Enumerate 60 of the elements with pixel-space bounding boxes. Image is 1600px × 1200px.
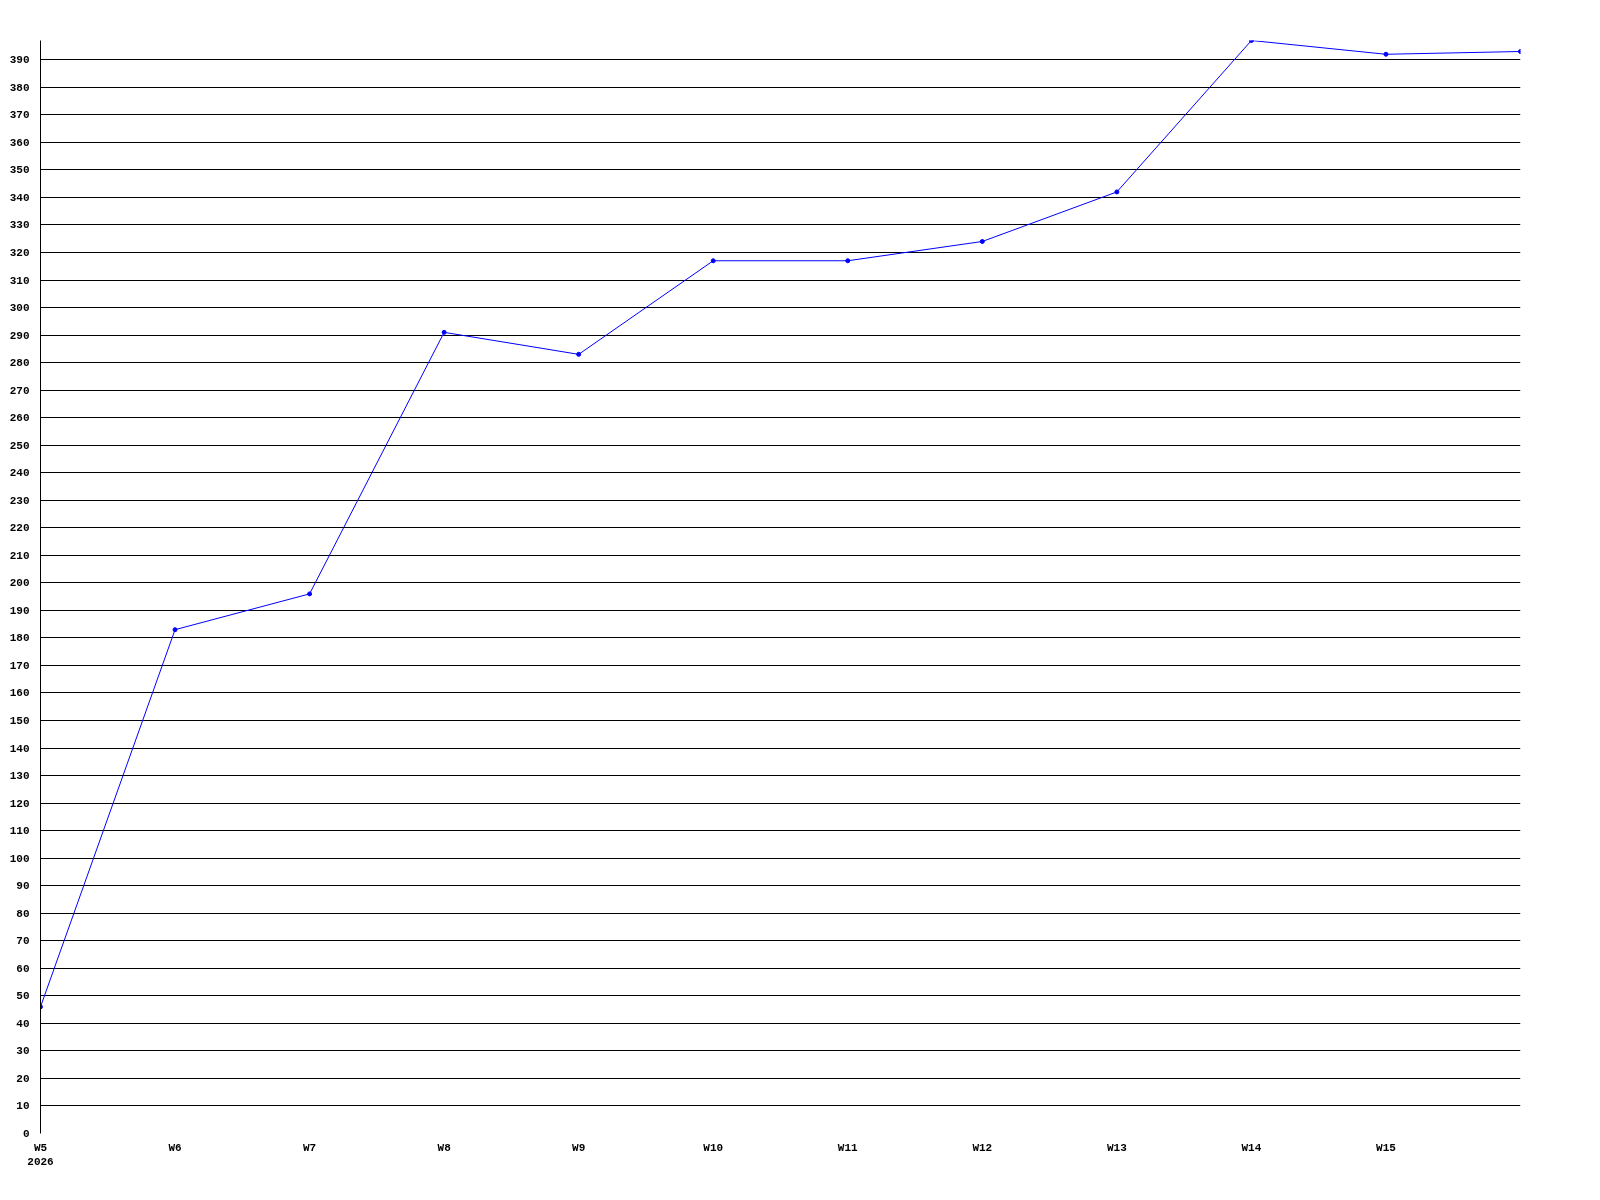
point (307, 591, 313, 597)
x-tick-label: W5 2026 (27, 1141, 54, 1168)
point (1114, 189, 1120, 195)
point (441, 329, 447, 335)
y-tick-label: 350 (9, 164, 30, 177)
point (576, 351, 582, 357)
y-tick-label: 80 (16, 907, 30, 920)
x-tick-label: W10 (703, 1141, 724, 1154)
y-tick-label: 380 (9, 81, 30, 94)
y-tick-label: 130 (9, 770, 30, 783)
y-tick-label: 170 (9, 659, 30, 672)
y-tick-label: 340 (9, 191, 30, 204)
y-tick-label: 320 (9, 246, 30, 259)
y-tick-label: 70 (16, 935, 30, 948)
y-tick-label: 300 (9, 302, 30, 315)
x-tick-label: W14 (1241, 1141, 1262, 1154)
x-tick-label: W9 (572, 1141, 586, 1154)
y-tick-label: 250 (9, 439, 30, 452)
y-tick-label: 190 (9, 604, 30, 617)
y-tick-label: 120 (9, 797, 30, 810)
y-tick-label: 50 (16, 990, 30, 1003)
y-tick-label: 370 (9, 109, 30, 122)
y-tick-label: 230 (9, 494, 30, 507)
x-tick-label: W6 (168, 1141, 182, 1154)
y-tick-label: 30 (16, 1045, 30, 1058)
y-tick-label: 20 (16, 1072, 30, 1085)
y-tick-label: 100 (9, 852, 30, 865)
x-tick-label: W13 (1106, 1141, 1128, 1154)
point (172, 627, 178, 633)
y-tick-label: 310 (9, 274, 30, 287)
y-tick-label: 390 (9, 54, 30, 67)
y-tick-label: 330 (9, 219, 30, 232)
y-tick-label: 160 (9, 687, 30, 700)
y-tick-label: 220 (9, 522, 30, 535)
y-tick-label: 110 (9, 825, 30, 838)
y-tick-label: 90 (16, 880, 30, 893)
x-tick-label: W8 (437, 1141, 452, 1154)
y-tick-label: 260 (9, 412, 30, 425)
y-tick-label: 360 (9, 136, 30, 149)
y-tick-label: 0 (22, 1128, 30, 1140)
point (845, 258, 851, 264)
y-tick-label: 40 (16, 1017, 30, 1030)
point (1383, 51, 1389, 57)
y-tick-label: 60 (16, 962, 30, 975)
y-tick-label: 290 (9, 329, 30, 342)
y-tick-label: 200 (9, 577, 30, 590)
y-tick-label: 150 (9, 715, 30, 728)
y-tick-label: 270 (9, 384, 30, 397)
y-tick-label: 10 (16, 1100, 30, 1113)
y-tick-label: 240 (9, 467, 30, 480)
x-tick-label: W12 (972, 1141, 993, 1154)
y-tick-label: 140 (9, 742, 30, 755)
point (710, 258, 716, 264)
x-tick-label: W7 (302, 1141, 317, 1154)
x-tick-label: W11 (837, 1141, 859, 1154)
point (979, 238, 985, 244)
y-tick-label: 180 (9, 632, 30, 645)
y-tick-label: 280 (9, 357, 30, 370)
x-tick-label: W15 (1376, 1141, 1397, 1154)
y-tick-label: 210 (9, 549, 30, 562)
